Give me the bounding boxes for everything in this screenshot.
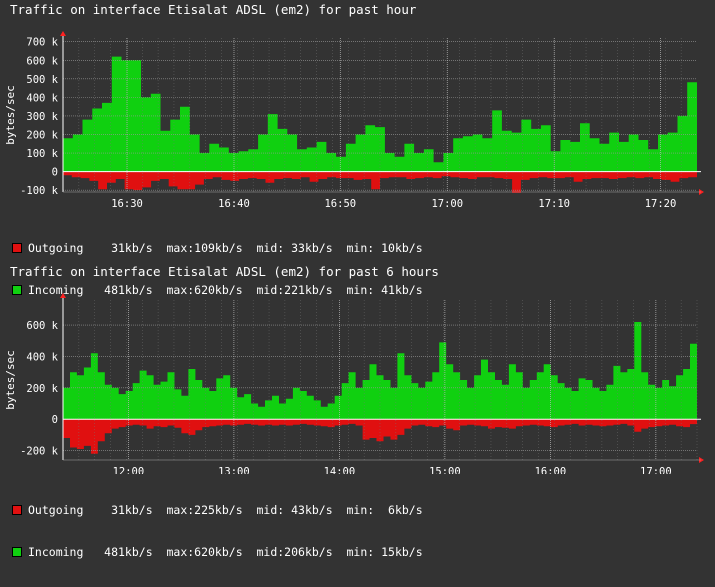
y-tick-label: 700 k — [26, 37, 58, 49]
x-tick-label: 17:10 — [538, 198, 570, 210]
legend-item-incoming: Incoming 481kb/s max:620kb/s mid:206kb/s… — [12, 545, 423, 559]
legend-text: Outgoing 31kb/s max:225kb/s mid: 43kb/s … — [28, 503, 423, 517]
x-tick-label: 16:00 — [535, 466, 567, 474]
y-tick-label: 0 — [52, 414, 58, 426]
series-area-incoming — [63, 56, 697, 172]
incoming-color-swatch — [12, 285, 22, 295]
x-tick-label: 16:50 — [324, 198, 356, 210]
y-tick-label: 100 k — [26, 148, 58, 160]
chart-plot-hour: 700 k 600 k 500 k 400 k 300 k 200 k 100 k 0 -100… — [4, 31, 704, 210]
x-tick-label: 17:00 — [640, 466, 672, 474]
x-tick-label: 13:00 — [218, 466, 250, 474]
legend-item-outgoing: Outgoing 31kb/s max:109kb/s mid: 33kb/s … — [12, 241, 423, 255]
y-tick-label: 300 k — [26, 111, 58, 123]
y-tick-label: 200 k — [26, 129, 58, 141]
y-tick-label: 600 k — [26, 55, 58, 67]
x-tick-label: 12:00 — [113, 466, 145, 474]
y-axis-label: bytes/sec — [4, 85, 17, 145]
legend-item-outgoing: Outgoing 31kb/s max:225kb/s mid: 43kb/s … — [12, 503, 423, 517]
y-tick-label: 500 k — [26, 74, 58, 86]
x-tick-label: 16:40 — [218, 198, 250, 210]
x-axis-arrow-icon — [699, 189, 704, 195]
y-tick-label: 600 k — [26, 320, 58, 332]
x-tick-label: 17:00 — [431, 198, 463, 210]
chart-past-hour: Traffic on interface Etisalat ADSL (em2)… — [0, 0, 715, 297]
y-tick-label: 400 k — [26, 92, 58, 104]
y-tick-label: -200 k — [20, 446, 59, 458]
chart-past-6-hours: Traffic on interface Etisalat ADSL (em2)… — [0, 262, 715, 559]
legend-text: Incoming 481kb/s max:620kb/s mid:221kb/s… — [28, 283, 423, 297]
legend-text: Incoming 481kb/s max:620kb/s mid:206kb/s… — [28, 545, 423, 559]
series-area-outgoing — [63, 419, 697, 454]
y-tick-label: 200 k — [26, 383, 58, 395]
y-axis-arrow-icon — [60, 31, 66, 36]
chart-plot-6-hours: 600 k 400 k 200 k 0 -200 k 12:00 13:00 14:00 15:… — [4, 293, 704, 474]
y-tick-label: 0 — [52, 167, 58, 179]
chart-title: Traffic on interface Etisalat ADSL (em2)… — [10, 264, 439, 279]
x-tick-label: 16:30 — [111, 198, 143, 210]
x-axis-arrow-icon — [699, 457, 704, 463]
x-tick-label: 14:00 — [324, 466, 356, 474]
legend-text: Outgoing 31kb/s max:109kb/s mid: 33kb/s … — [28, 241, 423, 255]
legend-item-incoming: Incoming 481kb/s max:620kb/s mid:221kb/s… — [12, 283, 423, 297]
incoming-color-swatch — [12, 547, 22, 557]
chart-legend: Outgoing 31kb/s max:109kb/s mid: 33kb/s … — [12, 213, 423, 325]
y-tick-label: 400 k — [26, 351, 58, 363]
x-tick-label: 17:20 — [645, 198, 677, 210]
y-axis-arrow-icon — [60, 293, 66, 298]
series-area-incoming — [63, 322, 697, 420]
y-axis-label: bytes/sec — [4, 350, 17, 410]
chart-title: Traffic on interface Etisalat ADSL (em2)… — [10, 2, 417, 17]
y-tick-label: -100 k — [20, 185, 59, 197]
outgoing-color-swatch — [12, 243, 22, 253]
chart-legend: Outgoing 31kb/s max:225kb/s mid: 43kb/s … — [12, 475, 423, 587]
x-tick-label: 15:00 — [429, 466, 461, 474]
outgoing-color-swatch — [12, 505, 22, 515]
